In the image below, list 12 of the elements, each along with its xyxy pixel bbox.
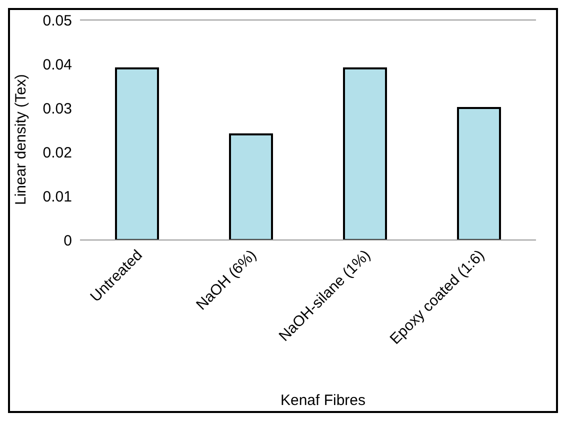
bar	[457, 107, 501, 240]
y-tick-label: 0.01	[42, 188, 72, 206]
y-tick-label: 0.05	[42, 12, 72, 30]
bar	[343, 67, 387, 240]
y-axis-title: Linear density (Tex)	[12, 74, 30, 205]
y-tick-label: 0.03	[42, 100, 72, 118]
y-tick-label: 0.02	[42, 144, 72, 162]
y-tick-label: 0	[64, 232, 72, 250]
bar	[115, 67, 159, 240]
y-tick-label: 0.04	[42, 56, 72, 74]
bar	[229, 133, 273, 240]
x-axis-title: Kenaf Fibres	[279, 392, 367, 409]
